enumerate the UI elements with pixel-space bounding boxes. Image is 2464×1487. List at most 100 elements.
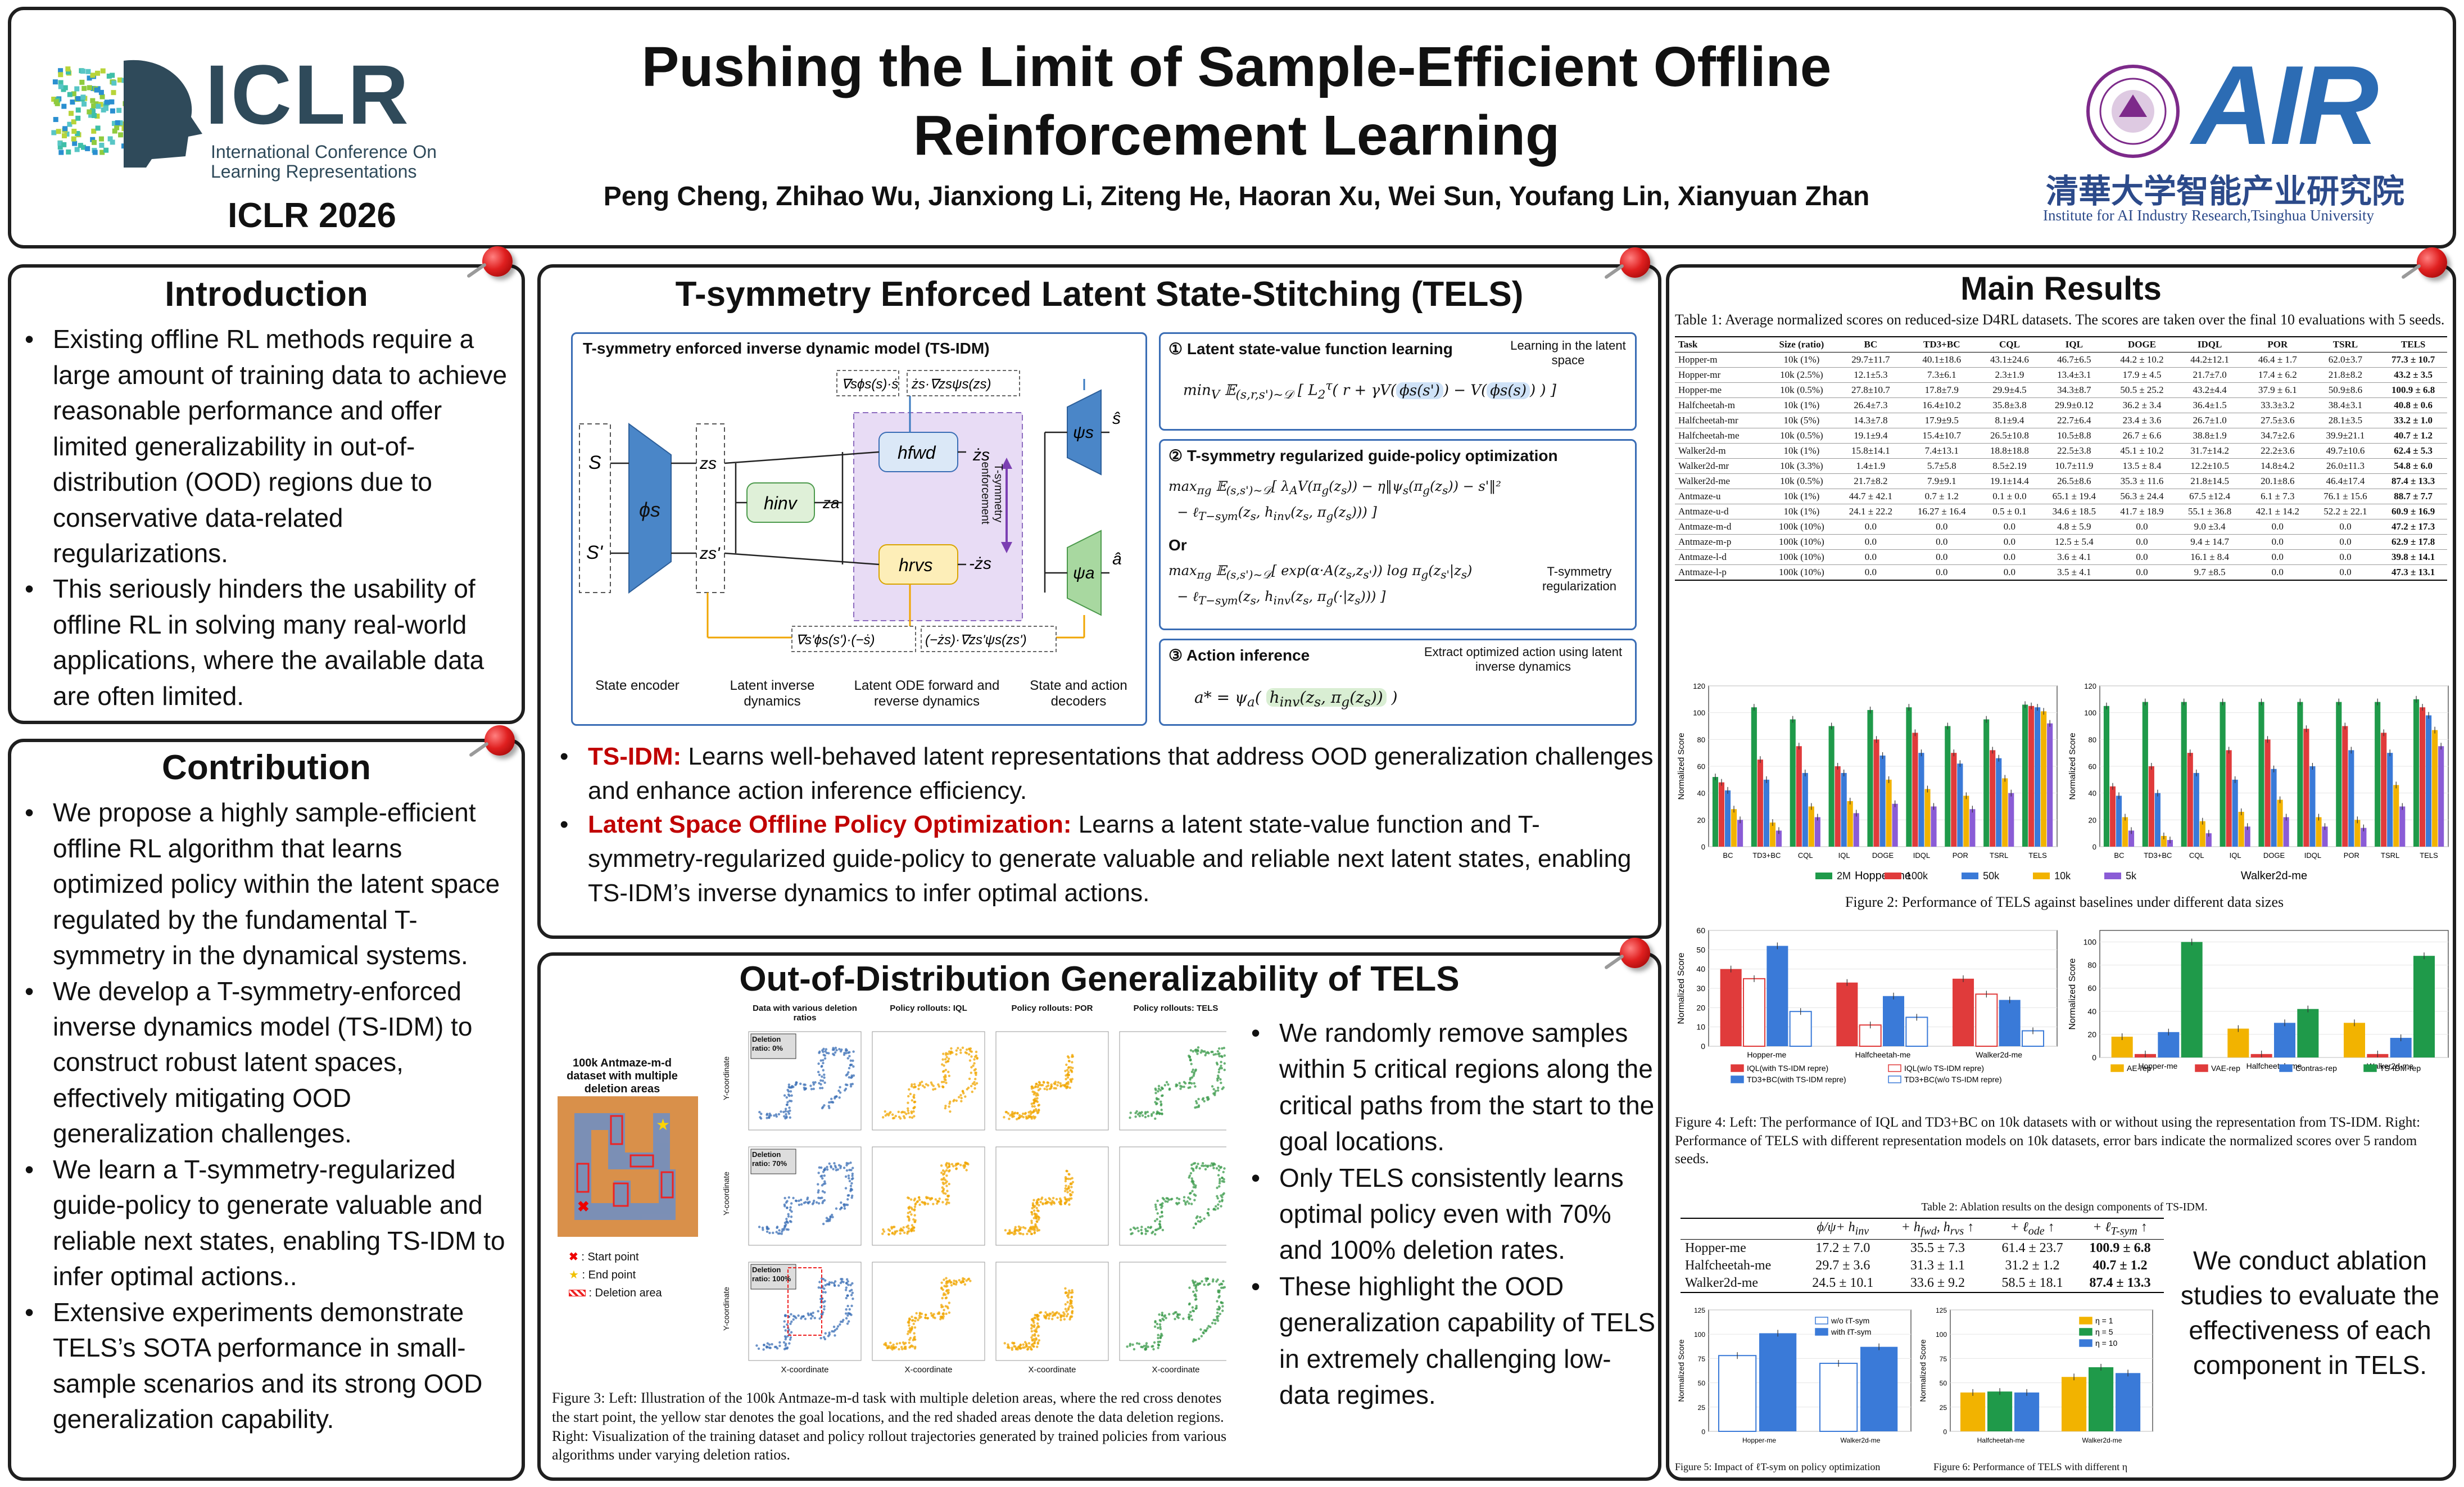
trajectory-point (1039, 1087, 1041, 1090)
trajectory-point (776, 1226, 778, 1230)
svg-text:ŝ: ŝ (1112, 409, 1121, 428)
bar (2122, 817, 2128, 847)
poster-title-line-2: Reinforcement Learning (913, 104, 1560, 167)
trajectory-point (1216, 1079, 1219, 1082)
trajectory-point (1064, 1308, 1067, 1310)
trajectory-point (822, 1311, 825, 1314)
trajectory-point (1041, 1083, 1044, 1087)
trajectory-point (812, 1083, 816, 1086)
trajectory-point (1190, 1063, 1193, 1065)
trajectory-point (846, 1083, 849, 1087)
trajectory-point (1211, 1280, 1215, 1283)
y-tick-label: 0 (1701, 1042, 1705, 1051)
trajectory-point (908, 1217, 911, 1221)
trajectory-point (975, 1082, 979, 1085)
trajectory-point (1222, 1170, 1225, 1173)
trajectory-point (941, 1181, 944, 1184)
table-cell: 88.7 ± 7.7 (2379, 488, 2447, 504)
trajectory-point (943, 1170, 946, 1173)
pushpin-icon (2417, 247, 2447, 278)
x-tick-label: TD3+BC (2144, 851, 2172, 860)
bar (2244, 826, 2250, 847)
trajectory-point (1047, 1084, 1050, 1087)
trajectory-point (1152, 1111, 1155, 1114)
trajectory-point (903, 1231, 906, 1234)
trajectory-point (934, 1317, 936, 1319)
trajectory-point (892, 1343, 895, 1346)
y-axis-label: Normalized Score (1677, 1339, 1686, 1402)
trajectory-point (944, 1053, 948, 1056)
trajectory-point (847, 1312, 850, 1315)
trajectory-point (907, 1212, 910, 1214)
legend-label: TD3+BC(with TS-IDM repre) (1747, 1075, 1846, 1084)
trajectory-point (766, 1117, 768, 1119)
trajectory-point (1207, 1208, 1210, 1211)
trajectory-point (1217, 1169, 1221, 1172)
bar (2148, 766, 2154, 847)
bar (1963, 796, 1969, 847)
trajectory-point (822, 1069, 825, 1072)
trajectory-point (787, 1213, 790, 1216)
trajectory-point (1157, 1326, 1159, 1330)
trajectory-point (942, 1052, 945, 1055)
trajectory-point (1140, 1232, 1143, 1235)
trajectory-point (1198, 1337, 1201, 1340)
trajectory-point (1212, 1088, 1215, 1091)
table-cell: Walker2d-me (1681, 1274, 1799, 1293)
trajectory-point (818, 1317, 821, 1320)
trajectory-point (918, 1196, 921, 1199)
trajectory-point (1204, 1168, 1207, 1170)
trajectory-point (1218, 1052, 1221, 1055)
trajectory-point (1031, 1213, 1034, 1216)
trajectory-point (911, 1208, 914, 1211)
table-cell: 7.9±9.1 (1904, 473, 1979, 489)
bar (1951, 753, 1957, 847)
table-cell: 18.8±18.8 (1978, 442, 2040, 459)
trajectory-point (1008, 1117, 1011, 1120)
svg-text:hrvs: hrvs (899, 555, 932, 575)
trajectory-point (821, 1075, 823, 1078)
trajectory-point (948, 1311, 951, 1314)
trajectory-point (828, 1106, 831, 1109)
trajectory-point (913, 1214, 916, 1217)
trajectory-point (1195, 1298, 1198, 1301)
trajectory-point (904, 1347, 907, 1350)
trajectory-point (1160, 1095, 1163, 1097)
bar (2103, 706, 2110, 847)
y-tick-label: 100 (1693, 709, 1705, 717)
trajectory-point (937, 1200, 940, 1203)
x-axis-label: Walker2d-me (2241, 870, 2307, 882)
table-cell: 29.9±4.5 (1978, 382, 2040, 398)
trajectory-point (1217, 1314, 1220, 1318)
trajectory-point (769, 1346, 772, 1349)
trajectory-point (1034, 1205, 1036, 1208)
trajectory-point (788, 1100, 791, 1102)
trajectory-point (1034, 1223, 1037, 1226)
trajectory-point (1040, 1196, 1044, 1199)
trajectory-point (1216, 1319, 1220, 1322)
step3-equation: a* = ψa( hinv(zs, πg(zs)) ) (1194, 688, 1398, 710)
table-cell: 3.6 ± 4.1 (2040, 549, 2108, 565)
trajectory-point (819, 1083, 822, 1086)
y-axis-label: Normalized Score (1677, 733, 1686, 799)
svg-text:ψa: ψa (1073, 564, 1095, 582)
trajectory-point (949, 1281, 952, 1284)
legend-swatch (1815, 1317, 1828, 1325)
trajectory-point (902, 1226, 905, 1229)
tels-bullet-head: Latent Space Offline Policy Optimization… (588, 811, 1072, 839)
trajectory-point (1205, 1280, 1208, 1282)
trajectory-point (790, 1094, 793, 1097)
table-cell: 24.1 ± 22.2 (1837, 504, 1905, 519)
trajectory-point (973, 1062, 976, 1065)
trajectory-point (1196, 1048, 1199, 1052)
trajectory-point (1216, 1086, 1220, 1090)
table-cell: 26.0±11.3 (2311, 458, 2380, 474)
trajectory-point (840, 1277, 843, 1281)
trajectory-point (1067, 1173, 1070, 1176)
table-cell: 2.3±1.9 (1978, 367, 2040, 383)
trajectory-point (1149, 1226, 1152, 1230)
trajectory-point (1036, 1097, 1039, 1100)
trajectory-point (1054, 1087, 1057, 1090)
trajectory-point (839, 1320, 843, 1323)
trajectory-point (1041, 1202, 1044, 1205)
